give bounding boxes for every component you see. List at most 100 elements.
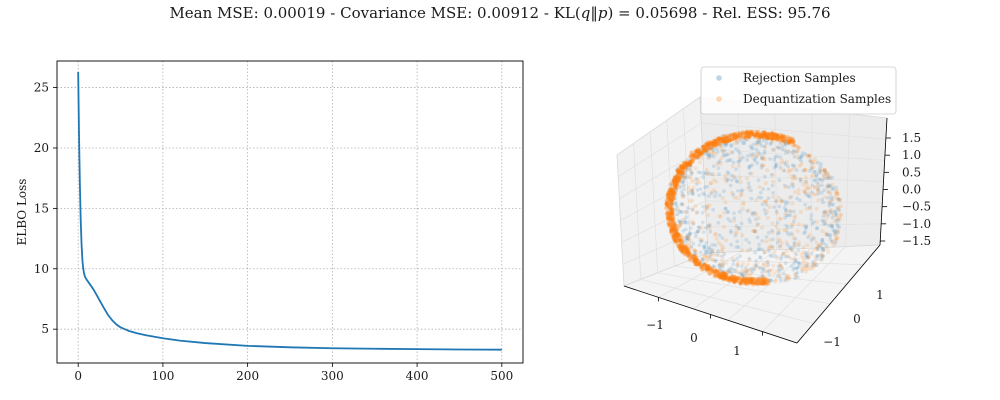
dequantization-sample-point [664, 205, 669, 210]
dequantization-sample-point [670, 197, 675, 202]
rejection-sample-point [738, 151, 742, 156]
rejection-sample-point [730, 274, 735, 279]
rejection-sample-point [822, 210, 826, 215]
rejection-sample-point [801, 168, 806, 173]
rejection-sample-point [703, 151, 708, 156]
dequantization-sample-point [669, 224, 674, 229]
rejection-sample-point [735, 140, 740, 145]
dequantization-sample-point [693, 249, 698, 253]
dequantization-sample-point [673, 178, 678, 183]
dequantization-sample-point [823, 211, 827, 216]
rejection-sample-point [804, 193, 809, 197]
dequantization-sample-point [832, 232, 837, 237]
dequantization-sample-point [667, 205, 672, 210]
rejection-sample-point [833, 210, 838, 214]
dequantization-sample-point [755, 223, 760, 228]
dequantization-sample-point [752, 281, 757, 286]
rejection-sample-point [740, 271, 744, 276]
dequantization-sample-point [740, 268, 745, 273]
dequantization-sample-point [729, 150, 734, 155]
dequantization-sample-point [675, 168, 680, 173]
rejection-sample-point [791, 244, 796, 249]
rejection-sample-point [828, 234, 832, 239]
dequantization-sample-point [734, 279, 739, 284]
dequantization-sample-point [825, 215, 830, 219]
dequantization-sample-point [734, 134, 739, 139]
dequantization-sample-point [666, 192, 671, 197]
rejection-sample-point [768, 253, 773, 258]
rejection-sample-point [743, 138, 747, 143]
dequantization-sample-point [712, 143, 717, 148]
dequantization-sample-point [669, 181, 674, 186]
dequantization-sample-point [710, 150, 714, 155]
dequantization-sample-point [723, 275, 728, 280]
dequantization-sample-point [795, 155, 800, 160]
rejection-sample-point [711, 154, 716, 159]
rejection-sample-point [814, 178, 818, 182]
dequantization-sample-point [744, 268, 749, 273]
rejection-sample-point [716, 249, 721, 254]
rejection-sample-point [820, 183, 824, 188]
rejection-sample-point [825, 176, 830, 180]
floor-gridline [727, 247, 812, 321]
dequantization-sample-point [779, 138, 783, 143]
rejection-sample-point [816, 160, 820, 165]
dequantization-sample-point [766, 279, 771, 284]
rejection-sample-point [822, 219, 826, 223]
dequantization-sample-point [757, 185, 762, 189]
dequantization-sample-point [705, 140, 709, 145]
dequantization-sample-point [839, 212, 844, 217]
dequantization-sample-point [699, 155, 704, 160]
dequantization-sample-point [670, 188, 675, 192]
dequantization-sample-point [696, 151, 701, 156]
rejection-sample-point [737, 159, 742, 164]
dequantization-sample-point [805, 267, 810, 271]
rejection-sample-point [700, 145, 705, 149]
dequantization-sample-point [696, 148, 701, 153]
dequantization-sample-point [743, 132, 748, 137]
dequantization-sample-point [764, 199, 768, 204]
rejection-sample-point [731, 160, 736, 165]
dequantization-sample-point [813, 185, 818, 189]
rejection-sample-point [701, 204, 706, 209]
elbo-loss-series-line [77, 71, 502, 351]
dequantization-sample-point [724, 277, 729, 282]
dequantization-sample-point [788, 138, 793, 143]
dequantization-sample-point [724, 135, 729, 140]
dequantization-sample-point [699, 151, 704, 156]
rejection-sample-point [797, 198, 802, 203]
rejection-sample-point [830, 175, 835, 180]
dequantization-sample-point [693, 166, 698, 171]
dequantization-sample-point [744, 281, 749, 286]
dequantization-sample-point [737, 132, 742, 137]
dequantization-sample-point [671, 189, 676, 194]
rejection-sample-point [804, 263, 808, 268]
rejection-sample-point [789, 225, 794, 229]
dequantization-sample-point [744, 277, 749, 282]
rejection-sample-point [698, 239, 703, 243]
dequantization-sample-point [755, 152, 760, 157]
dequantization-sample-point [745, 262, 750, 267]
rejection-sample-point [707, 245, 712, 250]
rejection-sample-point [759, 195, 764, 200]
dequantization-sample-point [677, 180, 682, 185]
rejection-sample-point [834, 218, 839, 223]
rejection-sample-point [782, 206, 787, 210]
dequantization-sample-point [672, 237, 677, 242]
rejection-sample-point [720, 236, 725, 241]
dequantization-sample-point [771, 136, 776, 141]
pane-gridline [845, 113, 850, 247]
y-tick-label: 1 [876, 288, 884, 302]
dequantization-sample-point [681, 248, 686, 253]
dequantization-sample-point [801, 255, 806, 260]
y-tick-label: 0 [853, 312, 861, 326]
rejection-sample-point [736, 133, 741, 138]
pane-gridline [666, 120, 675, 267]
dequantization-sample-point [801, 250, 806, 255]
rejection-sample-point [717, 265, 722, 270]
dequantization-sample-point [675, 234, 680, 239]
dequantization-sample-point [688, 239, 693, 244]
rejection-sample-point [728, 219, 733, 224]
rejection-sample-point [778, 146, 782, 150]
dequantization-sample-point [754, 198, 759, 203]
